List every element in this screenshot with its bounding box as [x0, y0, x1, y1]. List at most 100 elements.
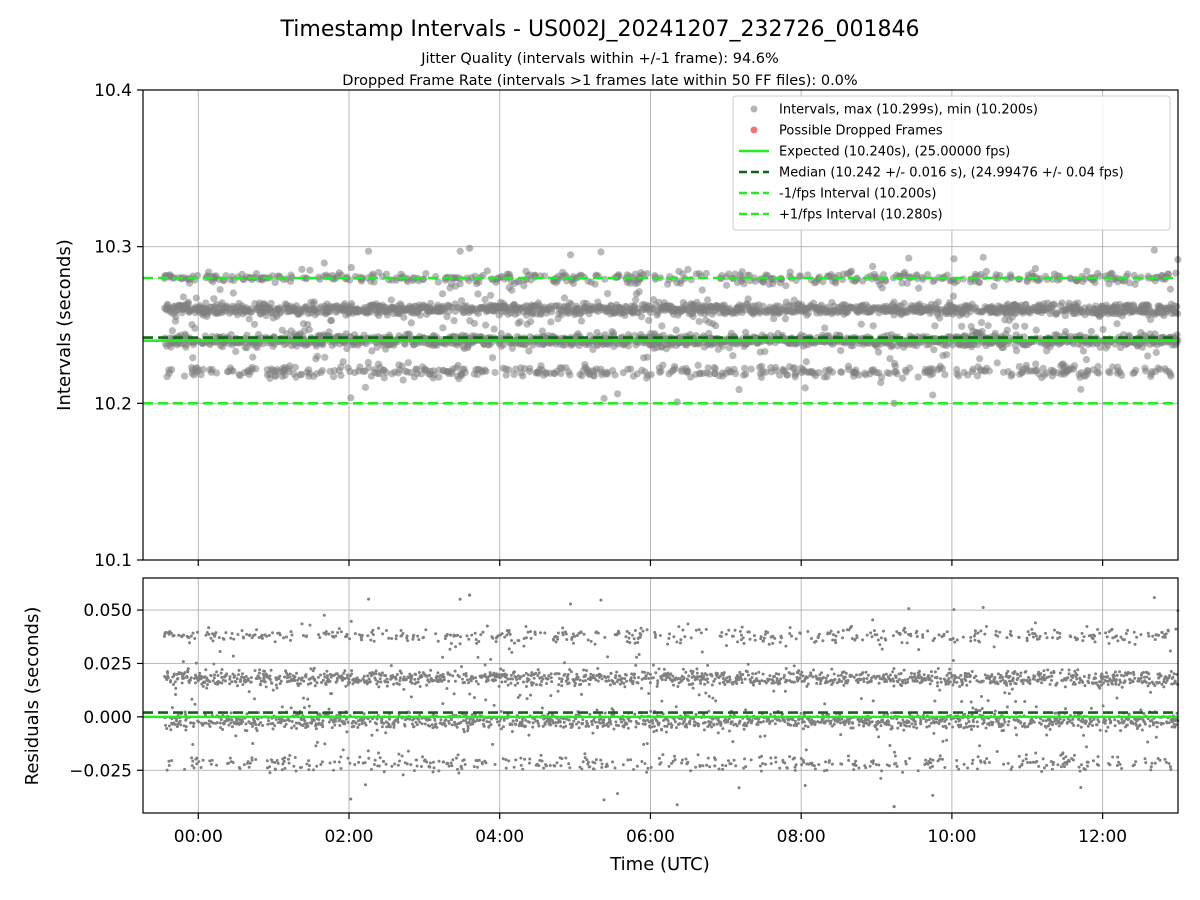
- residual-point: [180, 681, 184, 685]
- residual-point: [312, 718, 316, 722]
- residual-point: [421, 755, 425, 759]
- residual-point: [467, 681, 471, 685]
- residual-point: [231, 761, 235, 765]
- residual-point: [164, 723, 168, 727]
- residual-point: [201, 758, 205, 762]
- interval-point: [815, 368, 823, 377]
- residual-point: [410, 722, 414, 726]
- residual-point: [273, 760, 277, 764]
- interval-point: [941, 371, 949, 379]
- interval-point: [525, 347, 533, 355]
- residual-point: [265, 634, 269, 638]
- residual-point: [217, 636, 221, 640]
- residual-point: [427, 673, 431, 677]
- residual-point: [172, 682, 175, 686]
- residual-point: [390, 637, 394, 641]
- residual-point: [264, 685, 268, 689]
- residual-point: [390, 764, 394, 768]
- residual-point: [248, 761, 252, 765]
- interval-point: [838, 368, 846, 376]
- residual-point: [466, 726, 470, 730]
- interval-point: [855, 371, 863, 379]
- residual-point: [416, 680, 420, 684]
- residual-point: [397, 682, 401, 686]
- residual-point: [211, 679, 215, 683]
- residual-point: [184, 725, 188, 729]
- residual-point: [417, 638, 421, 642]
- residual-point: [436, 671, 440, 675]
- interval-point: [427, 299, 435, 308]
- interval-point: [202, 299, 210, 307]
- residual-point: [230, 632, 234, 636]
- residual-point: [359, 679, 363, 683]
- residual-point: [315, 764, 319, 768]
- residual-point: [300, 622, 304, 626]
- interval-point: [337, 371, 345, 380]
- residual-point: [283, 719, 287, 723]
- interval-point: [898, 279, 906, 287]
- residual-point: [430, 723, 434, 727]
- legend-entry: Possible Dropped Frames: [750, 124, 943, 139]
- residual-point: [343, 722, 347, 726]
- residual-point: [234, 680, 238, 684]
- legend-label: -1/fps Interval (10.200s): [779, 187, 936, 202]
- residual-point: [434, 632, 438, 636]
- residual-point: [494, 640, 498, 644]
- residual-point: [228, 756, 232, 760]
- residual-point: [308, 764, 312, 768]
- interval-point: [192, 294, 200, 302]
- interval-point: [435, 373, 443, 381]
- residual-point: [319, 673, 323, 677]
- interval-point: [450, 317, 458, 325]
- chart-subtitle-jitter: Jitter Quality (intervals within +/-1 fr…: [420, 51, 779, 67]
- interval-point: [566, 251, 575, 259]
- interval-point: [216, 286, 224, 294]
- residual-point: [182, 676, 186, 680]
- interval-point: [481, 295, 489, 304]
- interval-point: [303, 274, 311, 282]
- residual-point: [339, 755, 343, 759]
- interval-point: [903, 279, 911, 287]
- interval-point: [1094, 363, 1102, 371]
- interval-point: [343, 344, 351, 353]
- residual-point: [267, 719, 271, 723]
- residual-point: [295, 726, 299, 730]
- interval-point: [516, 318, 524, 326]
- residual-point: [494, 678, 498, 682]
- interval-point: [647, 370, 655, 379]
- residual-point: [324, 632, 328, 636]
- residual-point: [205, 686, 209, 690]
- residual-point: [330, 726, 334, 730]
- residual-point: [360, 722, 364, 726]
- interval-point: [339, 358, 347, 366]
- intervals-x-tick-marks: [197, 560, 1104, 566]
- interval-point: [990, 282, 998, 290]
- residual-point: [360, 638, 364, 642]
- residual-point: [317, 718, 321, 722]
- interval-point: [1099, 325, 1107, 334]
- interval-point: [1031, 264, 1039, 273]
- residual-point: [345, 730, 349, 734]
- interval-point: [252, 365, 260, 373]
- residual-point: [290, 726, 294, 730]
- residual-point: [382, 760, 386, 764]
- intervals-y-axis-label: Intervals (seconds): [54, 239, 75, 411]
- interval-point: [321, 353, 329, 361]
- residual-point: [284, 635, 288, 639]
- interval-point: [611, 371, 619, 379]
- interval-point: [438, 290, 447, 298]
- residual-point: [273, 640, 277, 644]
- residual-point: [304, 673, 308, 677]
- residual-point: [271, 631, 275, 635]
- residual-point: [445, 686, 449, 690]
- interval-point: [1167, 372, 1175, 380]
- residual-point: [169, 728, 173, 732]
- residual-point: [288, 672, 292, 676]
- intervals-y-ticks: 10.110.210.310.4: [94, 81, 143, 571]
- residual-point: [364, 723, 368, 727]
- residual-point: [411, 637, 415, 641]
- interval-point: [781, 315, 789, 323]
- residual-point: [303, 719, 307, 723]
- interval-point: [212, 369, 221, 377]
- residual-point: [357, 723, 361, 727]
